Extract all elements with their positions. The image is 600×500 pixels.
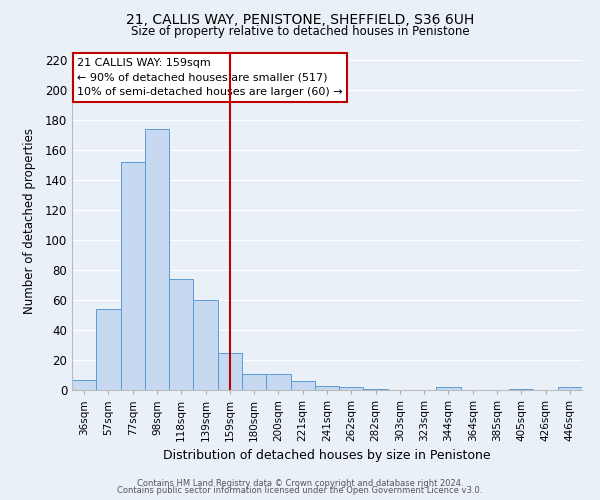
Bar bbox=[315, 386, 339, 390]
Bar bbox=[364, 388, 388, 390]
Bar bbox=[242, 374, 266, 390]
Bar bbox=[509, 388, 533, 390]
Bar bbox=[436, 387, 461, 390]
Text: Contains public sector information licensed under the Open Government Licence v3: Contains public sector information licen… bbox=[118, 486, 482, 495]
Bar bbox=[558, 387, 582, 390]
Bar bbox=[72, 380, 96, 390]
Bar bbox=[145, 129, 169, 390]
Text: Size of property relative to detached houses in Penistone: Size of property relative to detached ho… bbox=[131, 25, 469, 38]
Y-axis label: Number of detached properties: Number of detached properties bbox=[23, 128, 37, 314]
Text: Contains HM Land Registry data © Crown copyright and database right 2024.: Contains HM Land Registry data © Crown c… bbox=[137, 478, 463, 488]
Bar bbox=[121, 162, 145, 390]
Bar bbox=[193, 300, 218, 390]
Bar bbox=[169, 279, 193, 390]
Text: 21 CALLIS WAY: 159sqm
← 90% of detached houses are smaller (517)
10% of semi-det: 21 CALLIS WAY: 159sqm ← 90% of detached … bbox=[77, 58, 343, 97]
Bar bbox=[218, 352, 242, 390]
Bar bbox=[266, 374, 290, 390]
Bar bbox=[96, 309, 121, 390]
Text: 21, CALLIS WAY, PENISTONE, SHEFFIELD, S36 6UH: 21, CALLIS WAY, PENISTONE, SHEFFIELD, S3… bbox=[126, 12, 474, 26]
Bar bbox=[339, 387, 364, 390]
X-axis label: Distribution of detached houses by size in Penistone: Distribution of detached houses by size … bbox=[163, 450, 491, 462]
Bar bbox=[290, 381, 315, 390]
